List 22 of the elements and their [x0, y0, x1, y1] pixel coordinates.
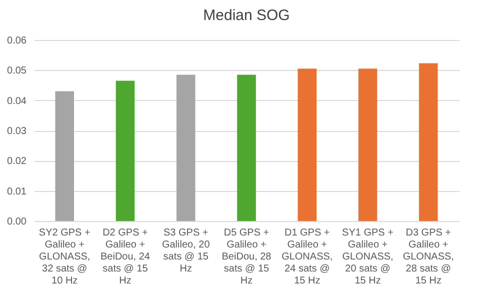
bar	[298, 68, 317, 221]
x-tick-label: S3 GPS + Galileo, 20 sats @ 15 Hz	[162, 228, 210, 274]
chart-title: Median SOG	[203, 7, 290, 24]
x-tick-label: SY1 GPS + Galileo + GLONASS, 20 sats @ 15 Hz	[342, 228, 394, 286]
y-tick-label: 0.01	[7, 186, 27, 198]
x-tick-label: D5 GPS + Galileo + BeiDou, 28 sats @ 15 Hz	[222, 228, 272, 286]
y-tick-label: 0.03	[7, 126, 27, 137]
y-tick-label: 0.06	[7, 36, 27, 46]
bar	[176, 74, 196, 221]
y-tick-label: 0.05	[7, 66, 27, 77]
y-tick-label: 0.02	[7, 156, 27, 168]
y-tick-label: 0.04	[7, 96, 27, 107]
x-tick-label: SY2 GPS + Galileo + GLONASS, 32 sats @ 10 Hz	[38, 228, 90, 286]
bar	[55, 91, 74, 221]
x-tick-label: D3 GPS + Galileo + GLONASS, 28 sats @ 15 Hz	[402, 228, 454, 286]
x-tick-label: D2 GPS + Galileo + BeiDou, 24 sats @ 15 Hz	[100, 228, 150, 286]
x-tick-label: D1 GPS + Galileo + GLONASS, 24 sats @ 15 Hz	[282, 228, 333, 286]
bar	[116, 80, 135, 221]
bar	[358, 68, 378, 221]
bar	[418, 63, 438, 221]
y-tick-label: 0.00	[7, 216, 27, 228]
bar	[237, 74, 256, 221]
